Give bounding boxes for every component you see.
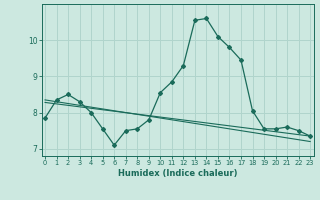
X-axis label: Humidex (Indice chaleur): Humidex (Indice chaleur): [118, 169, 237, 178]
